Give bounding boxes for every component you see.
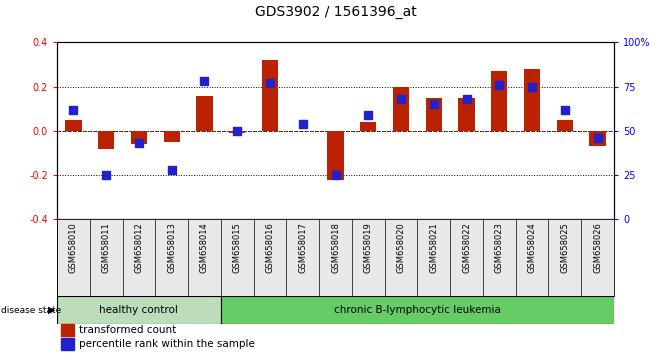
Point	[68, 107, 79, 113]
Bar	[61, 338, 74, 350]
Point	[428, 102, 439, 107]
Bar	[65, 120, 82, 131]
Point	[560, 107, 570, 113]
Text: transformed count: transformed count	[79, 325, 176, 335]
Text: GSM658022: GSM658022	[462, 222, 471, 273]
Text: GSM658016: GSM658016	[266, 222, 274, 273]
Text: GSM658013: GSM658013	[167, 222, 176, 273]
Point	[199, 79, 210, 84]
Bar	[360, 122, 376, 131]
Text: GSM658021: GSM658021	[429, 222, 438, 273]
Bar	[393, 87, 409, 131]
Bar	[57, 296, 221, 324]
Point	[264, 80, 275, 86]
Point	[527, 84, 537, 90]
Text: GSM658019: GSM658019	[364, 222, 373, 273]
Bar	[425, 98, 442, 131]
Text: GSM658020: GSM658020	[397, 222, 405, 273]
Point	[101, 172, 111, 178]
Bar	[61, 324, 74, 336]
Text: GDS3902 / 1561396_at: GDS3902 / 1561396_at	[254, 5, 417, 19]
Text: disease state: disease state	[1, 306, 62, 315]
Point	[363, 112, 374, 118]
Text: GSM658015: GSM658015	[233, 222, 242, 273]
Text: percentile rank within the sample: percentile rank within the sample	[79, 339, 255, 349]
Text: GSM658017: GSM658017	[298, 222, 307, 273]
Bar	[589, 131, 606, 147]
Text: GSM658010: GSM658010	[69, 222, 78, 273]
Text: GSM658012: GSM658012	[134, 222, 144, 273]
Text: chronic B-lymphocytic leukemia: chronic B-lymphocytic leukemia	[334, 305, 501, 315]
Text: ▶: ▶	[48, 305, 56, 315]
Bar	[458, 98, 475, 131]
Text: GSM658014: GSM658014	[200, 222, 209, 273]
Text: GSM658011: GSM658011	[102, 222, 111, 273]
Point	[166, 167, 177, 173]
Bar	[197, 96, 213, 131]
Point	[232, 128, 243, 134]
Point	[396, 96, 407, 102]
Bar	[221, 296, 614, 324]
Bar	[98, 131, 114, 149]
Text: GSM658025: GSM658025	[560, 222, 569, 273]
Bar	[131, 131, 147, 144]
Text: healthy control: healthy control	[99, 305, 178, 315]
Bar	[491, 71, 507, 131]
Bar	[524, 69, 540, 131]
Point	[330, 172, 341, 178]
Text: GSM658026: GSM658026	[593, 222, 602, 273]
Bar	[327, 131, 344, 180]
Point	[592, 135, 603, 141]
Point	[134, 141, 144, 146]
Text: GSM658024: GSM658024	[527, 222, 537, 273]
Point	[494, 82, 505, 88]
Bar	[164, 131, 180, 142]
Bar	[229, 131, 246, 133]
Text: GSM658023: GSM658023	[495, 222, 504, 273]
Point	[297, 121, 308, 127]
Text: GSM658018: GSM658018	[331, 222, 340, 273]
Bar	[557, 120, 573, 131]
Point	[461, 96, 472, 102]
Bar	[262, 60, 278, 131]
